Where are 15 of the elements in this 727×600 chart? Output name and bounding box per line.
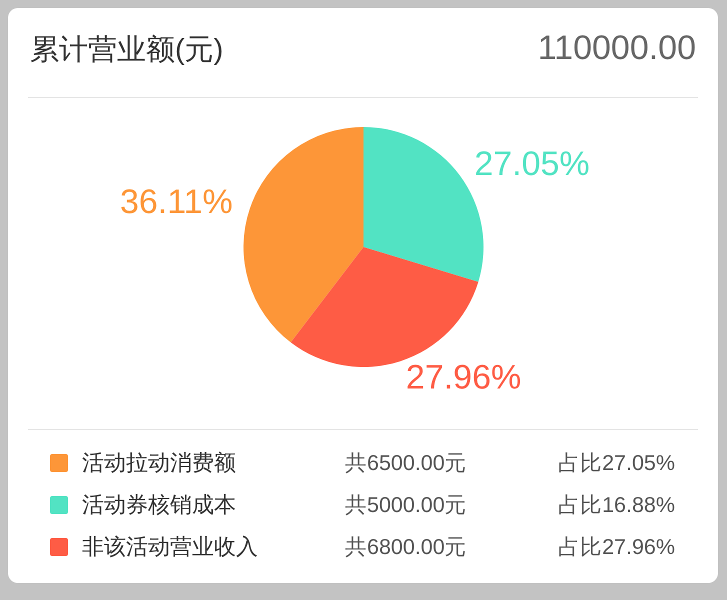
text: 共6800.00元	[345, 534, 467, 560]
data-label: 27.96%	[406, 358, 522, 396]
data-label: 36.11%	[120, 182, 233, 221]
data-label: 27.05%	[474, 144, 590, 183]
text: 共6500.00元	[345, 450, 467, 476]
text: 共5000.00元	[345, 492, 467, 518]
text: 占比27.05%	[558, 450, 675, 476]
pie-slice	[244, 127, 364, 342]
chart-title: 累计营业额(元)	[30, 33, 224, 68]
legend-label: 非该活动营业收入	[82, 534, 258, 559]
legend-label: 活动拉动消费额	[82, 450, 236, 475]
legend-label: 活动券核销成本	[82, 492, 236, 517]
text: 占比27.96%	[558, 534, 675, 560]
chart-subtitle: 110000.00	[538, 29, 696, 67]
text: 占比16.88%	[558, 492, 675, 518]
